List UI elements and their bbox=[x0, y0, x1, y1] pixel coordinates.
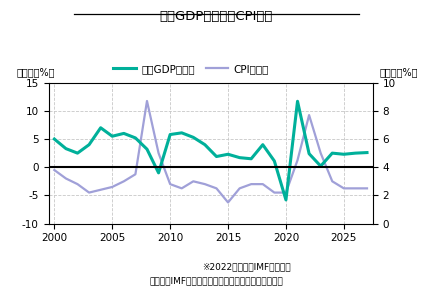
CPI（右） bbox=[191, 180, 196, 183]
実質GDP成長率 bbox=[75, 152, 80, 155]
CPI（右） bbox=[295, 158, 300, 162]
実質GDP成長率 bbox=[98, 126, 103, 129]
実質GDP成長率 bbox=[237, 156, 242, 159]
実質GDP成長率 bbox=[168, 133, 173, 136]
CPI（右） bbox=[330, 180, 335, 183]
実質GDP成長率 bbox=[156, 171, 161, 174]
実質GDP成長率 bbox=[144, 148, 149, 151]
CPI（右） bbox=[156, 152, 161, 155]
実質GDP成長率 bbox=[330, 152, 335, 155]
CPI（右） bbox=[365, 187, 370, 190]
実質GDP成長率 bbox=[63, 147, 68, 150]
実質GDP成長率 bbox=[87, 143, 92, 146]
実質GDP成長率 bbox=[283, 198, 288, 202]
実質GDP成長率 bbox=[52, 137, 57, 141]
Line: CPI（右）: CPI（右） bbox=[55, 101, 367, 202]
CPI（右） bbox=[341, 187, 346, 190]
実質GDP成長率 bbox=[249, 157, 254, 160]
実質GDP成長率 bbox=[318, 164, 323, 168]
CPI（右） bbox=[144, 99, 149, 103]
CPI（右） bbox=[121, 180, 126, 183]
CPI（右） bbox=[318, 152, 323, 155]
CPI（右） bbox=[133, 172, 138, 176]
CPI（右） bbox=[52, 168, 57, 172]
CPI（右） bbox=[202, 183, 207, 186]
CPI（右） bbox=[237, 187, 242, 190]
Text: ※2022年以降はIMFの見通し: ※2022年以降はIMFの見通し bbox=[203, 262, 291, 271]
実質GDP成長率 bbox=[191, 136, 196, 139]
CPI（右） bbox=[168, 183, 173, 186]
CPI（右） bbox=[214, 187, 219, 190]
実質GDP成長率 bbox=[179, 131, 184, 135]
CPI（右） bbox=[353, 187, 358, 190]
CPI（右） bbox=[307, 113, 312, 117]
CPI（右） bbox=[226, 201, 231, 204]
CPI（右） bbox=[260, 183, 265, 186]
Text: （前年比%）: （前年比%） bbox=[16, 67, 55, 77]
Text: （前年比%）: （前年比%） bbox=[379, 67, 418, 77]
実質GDP成長率 bbox=[202, 143, 207, 146]
実質GDP成長率 bbox=[307, 152, 312, 156]
実質GDP成長率 bbox=[353, 152, 358, 155]
CPI（右） bbox=[75, 183, 80, 186]
CPI（右） bbox=[283, 191, 288, 194]
CPI（右） bbox=[249, 183, 254, 186]
CPI（右） bbox=[87, 191, 92, 194]
実質GDP成長率 bbox=[226, 152, 231, 156]
CPI（右） bbox=[110, 185, 115, 189]
実質GDP成長率 bbox=[295, 100, 300, 103]
実質GDP成長率 bbox=[214, 155, 219, 158]
実質GDP成長率 bbox=[260, 143, 265, 146]
実質GDP成長率 bbox=[133, 136, 138, 140]
Text: （出所：IMFより住友商事グローバルリサーチ作成）: （出所：IMFより住友商事グローバルリサーチ作成） bbox=[150, 277, 283, 286]
実質GDP成長率 bbox=[341, 152, 346, 156]
Text: 実質GDP成長率とCPI推移: 実質GDP成長率とCPI推移 bbox=[160, 10, 273, 23]
CPI（右） bbox=[272, 191, 277, 194]
CPI（右） bbox=[179, 187, 184, 190]
CPI（右） bbox=[98, 188, 103, 191]
Legend: 実質GDP成長率, CPI（右）: 実質GDP成長率, CPI（右） bbox=[109, 60, 273, 78]
実質GDP成長率 bbox=[272, 159, 277, 163]
Line: 実質GDP成長率: 実質GDP成長率 bbox=[55, 101, 367, 200]
実質GDP成長率 bbox=[110, 135, 115, 138]
実質GDP成長率 bbox=[121, 132, 126, 135]
実質GDP成長率 bbox=[365, 151, 370, 154]
CPI（右） bbox=[63, 177, 68, 180]
